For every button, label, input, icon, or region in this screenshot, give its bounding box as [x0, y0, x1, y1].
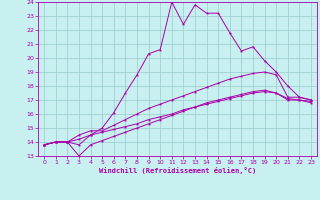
- X-axis label: Windchill (Refroidissement éolien,°C): Windchill (Refroidissement éolien,°C): [99, 167, 256, 174]
